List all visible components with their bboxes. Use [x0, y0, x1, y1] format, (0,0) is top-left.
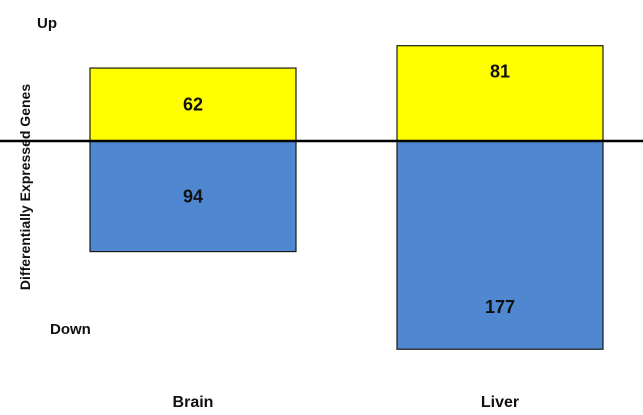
bars: 62 94 81 177	[89, 45, 604, 350]
bar-liver-down	[396, 140, 604, 350]
down-label: Down	[50, 321, 91, 338]
category-label-liver: Liver	[481, 394, 519, 411]
category-label-brain: Brain	[173, 394, 214, 411]
data-label-brain-down: 94	[183, 186, 203, 206]
bar-brain-up	[89, 67, 297, 142]
bar-brain-down	[89, 140, 297, 253]
data-label-liver-up: 81	[490, 62, 510, 82]
y-axis-label: Differentially Expressed Genes	[17, 84, 33, 290]
data-label-liver-down: 177	[485, 297, 515, 317]
bar-liver-up	[396, 45, 604, 142]
data-label-brain-up: 62	[183, 95, 203, 115]
category-labels: Brain Liver	[173, 394, 520, 411]
up-label: Up	[37, 15, 57, 32]
